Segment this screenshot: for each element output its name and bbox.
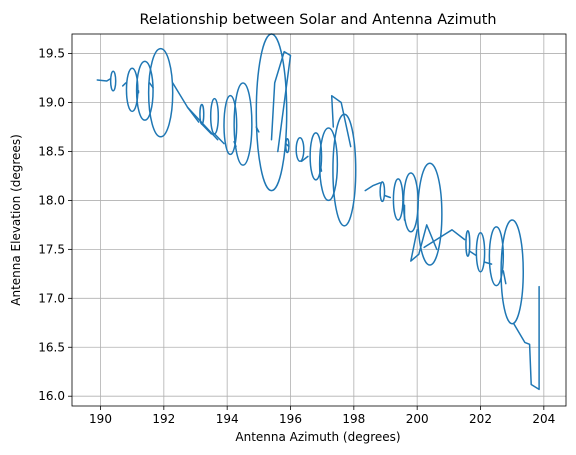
series-segment [513,285,540,391]
chart-title: Relationship between Solar and Antenna A… [139,12,496,28]
y-tick-label: 18.0 [38,193,65,207]
x-tick-label: 202 [469,412,492,426]
series-segment [319,165,323,172]
series-loop [488,226,505,287]
series-segment [410,224,438,262]
series-loop [309,132,323,181]
series-segment [96,78,111,82]
series-segment [468,250,477,256]
x-tick-label: 196 [279,412,302,426]
y-axis: 16.0 16.5 17.0 17.5 18.0 18.5 19.0 19.5 [38,47,72,403]
y-tick-label: 17.0 [38,291,65,305]
series-segment [233,140,237,148]
series-segment [186,106,219,141]
series-loop [125,67,139,113]
y-tick-label: 16.5 [38,340,65,354]
series-segment [330,94,352,148]
series-segment [255,126,260,133]
x-tick-label: 192 [152,412,175,426]
plot-frame [71,33,567,407]
series-loop [233,82,253,166]
y-axis-label: Antenna Elevation (degrees) [9,134,23,306]
grid [72,34,566,406]
series-loop [109,70,117,92]
y-tick-label: 16.0 [38,389,65,403]
series-loop [417,162,443,266]
series-segment [148,82,154,89]
series-segment [364,182,381,192]
series-loop [465,230,471,257]
y-tick-label: 19.5 [38,47,65,61]
series-loop [295,137,305,163]
series-segment [300,155,309,163]
x-axis: 190 192 194 196 198 200 202 204 [89,406,555,426]
series-segment [285,142,290,148]
series-segment [201,123,213,135]
series-loop [147,47,174,138]
series-segment [423,229,466,249]
series-loop [500,219,525,325]
series-segment [270,50,292,153]
x-tick-label: 198 [342,412,365,426]
series-segment [502,270,507,285]
x-tick-label: 204 [532,412,555,426]
series-loop [223,94,238,156]
series-segment [383,194,392,199]
series-loop [379,181,386,203]
series-segment [121,82,127,87]
series-loop [402,172,419,233]
x-tick-label: 200 [406,412,429,426]
series-loop [135,60,154,121]
series-loop [209,97,220,135]
x-axis-label: Antenna Azimuth (degrees) [235,430,400,444]
series-group [96,33,540,391]
y-tick-label: 18.5 [38,144,65,158]
series-loop [318,127,339,202]
series-loop [392,178,404,221]
x-tick-label: 194 [216,412,239,426]
series-loop [475,231,486,273]
series-segment [213,133,225,145]
series-loop [332,113,357,227]
y-tick-label: 19.0 [38,96,65,110]
y-tick-label: 17.5 [38,242,65,256]
x-tick-label: 190 [89,412,112,426]
series-segment [483,261,493,265]
